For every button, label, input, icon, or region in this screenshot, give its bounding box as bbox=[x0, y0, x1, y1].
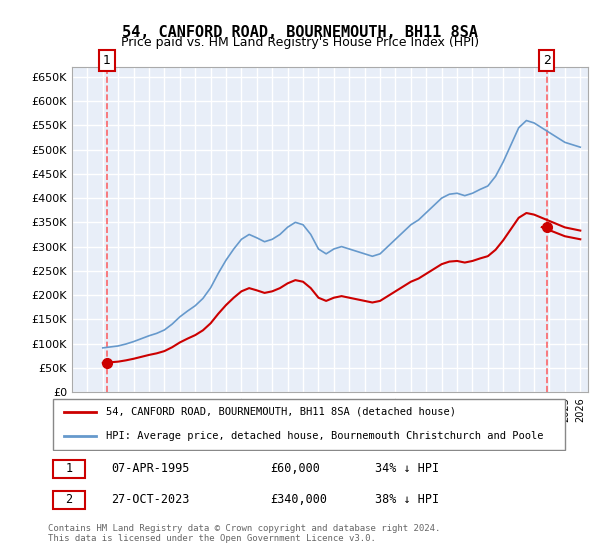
Text: 27-OCT-2023: 27-OCT-2023 bbox=[112, 493, 190, 506]
Text: 54, CANFORD ROAD, BOURNEMOUTH, BH11 8SA: 54, CANFORD ROAD, BOURNEMOUTH, BH11 8SA bbox=[122, 25, 478, 40]
Text: 38% ↓ HPI: 38% ↓ HPI bbox=[376, 493, 439, 506]
Text: 54, CANFORD ROAD, BOURNEMOUTH, BH11 8SA (detached house): 54, CANFORD ROAD, BOURNEMOUTH, BH11 8SA … bbox=[106, 407, 456, 417]
FancyBboxPatch shape bbox=[53, 460, 85, 478]
Text: 2: 2 bbox=[543, 54, 551, 67]
Text: 34% ↓ HPI: 34% ↓ HPI bbox=[376, 463, 439, 475]
Bar bbox=[72, 67, 588, 392]
FancyBboxPatch shape bbox=[53, 399, 565, 450]
Text: 1: 1 bbox=[65, 463, 73, 475]
FancyBboxPatch shape bbox=[53, 491, 85, 509]
Text: Price paid vs. HM Land Registry's House Price Index (HPI): Price paid vs. HM Land Registry's House … bbox=[121, 36, 479, 49]
Text: Contains HM Land Registry data © Crown copyright and database right 2024.
This d: Contains HM Land Registry data © Crown c… bbox=[48, 524, 440, 543]
Text: 07-APR-1995: 07-APR-1995 bbox=[112, 463, 190, 475]
Text: £60,000: £60,000 bbox=[270, 463, 320, 475]
Text: 2: 2 bbox=[65, 493, 73, 506]
Text: £340,000: £340,000 bbox=[270, 493, 327, 506]
Text: 1: 1 bbox=[103, 54, 111, 67]
Text: HPI: Average price, detached house, Bournemouth Christchurch and Poole: HPI: Average price, detached house, Bour… bbox=[106, 431, 544, 441]
